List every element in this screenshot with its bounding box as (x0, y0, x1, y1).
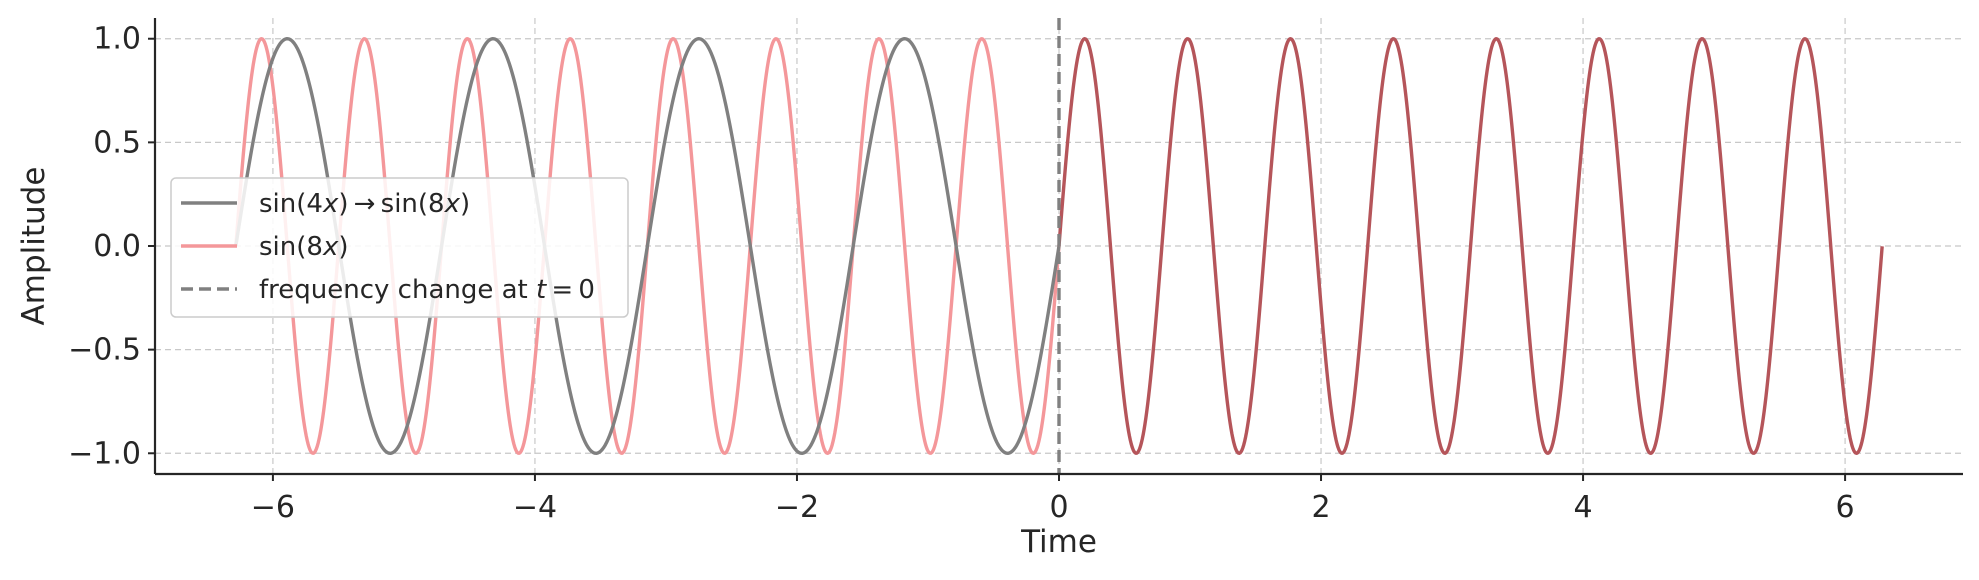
legend-label: frequency change at t = 0 (259, 275, 595, 305)
y-tick-label: 0.0 (93, 229, 141, 264)
y-tick-label: 1.0 (93, 22, 141, 57)
x-tick-label: −2 (775, 490, 819, 525)
y-tick-label: −0.5 (68, 333, 141, 368)
y-tick-label: −1.0 (68, 436, 141, 471)
legend-label-part: = 0 (546, 275, 595, 305)
y-tick-label: 0.5 (93, 125, 141, 160)
legend-label-part: ) → sin(8 (338, 189, 444, 219)
legend-label-part: ) (338, 232, 348, 262)
legend-label-part: sin(4 (259, 189, 323, 219)
series-line-sin-4x-sin-8x--seg1 (1057, 37, 1884, 455)
legend-label: sin(4x) → sin(8x) (259, 189, 470, 219)
x-tick-label: 0 (1049, 490, 1068, 525)
x-tick-label: 2 (1311, 490, 1330, 525)
legend-label: sin(8x) (259, 232, 348, 262)
ticks: −6 −4 −2 0 2 4 6 −1.0 −0.5 0.0 0.5 1.0 (68, 22, 1854, 525)
plot-lines (234, 18, 1884, 474)
legend-label-part: frequency change at (259, 275, 536, 305)
x-tick-label: −4 (513, 490, 557, 525)
legend-label-part: x (322, 189, 339, 219)
x-tick-label: 6 (1836, 490, 1855, 525)
x-axis-label: Time (1020, 524, 1097, 560)
x-tick-label: −6 (251, 490, 295, 525)
x-tick-label: 4 (1574, 490, 1593, 525)
legend-label-part: x (322, 232, 339, 262)
y-axis-label: Amplitude (16, 167, 52, 326)
legend-label-part: ) (460, 189, 470, 219)
legend-label-part: t (536, 275, 547, 305)
legend-label-part: sin(8 (259, 232, 323, 262)
legend-box (170, 177, 629, 318)
legend: sin(4x) → sin(8x)sin(8x)frequency change… (170, 177, 629, 318)
series-line-sin-4x-sin-8x--seg0 (234, 37, 1061, 455)
legend-label-part: x (444, 189, 461, 219)
